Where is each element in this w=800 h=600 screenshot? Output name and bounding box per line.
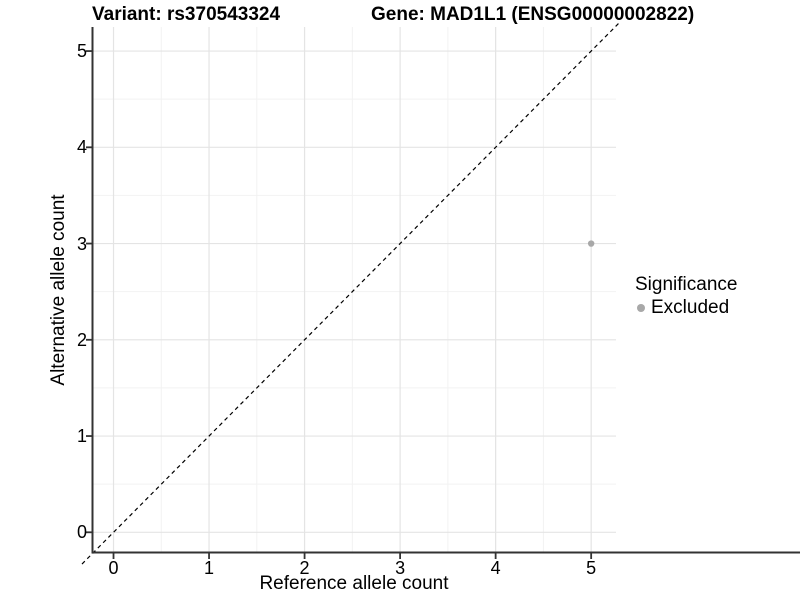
- x-tick-label: 2: [299, 558, 310, 578]
- y-tick-label: 0: [76, 522, 87, 543]
- y-tick-label: 1: [76, 426, 87, 447]
- y-tick-label: 2: [76, 329, 87, 350]
- y-tick-label: 5: [76, 41, 87, 62]
- legend-item-label: Excluded: [651, 297, 730, 318]
- legend-title: Significance: [635, 274, 738, 295]
- excluded-point-icon: [637, 304, 645, 312]
- y-axis-title: Alternative allele count: [48, 194, 69, 386]
- y-tick-label: 4: [76, 137, 87, 158]
- variant-title: Variant: rs370543324: [92, 4, 281, 25]
- x-tick-label: 1: [204, 558, 215, 578]
- gene-title: Gene: MAD1L1 (ENSG00000002822): [371, 4, 695, 25]
- data-point: [587, 240, 595, 247]
- x-tick-label: 0: [108, 558, 119, 578]
- x-tick-label: 3: [395, 558, 406, 578]
- x-tick-label: 4: [490, 558, 501, 578]
- x-axis-title: Reference allele count: [259, 573, 449, 594]
- legend-item-excluded: Excluded: [635, 296, 737, 319]
- x-tick-label: 5: [586, 558, 597, 578]
- y-tick-label: 3: [76, 233, 87, 254]
- legend: Significance Excluded: [635, 273, 737, 319]
- identity-dashed-line: [81, 21, 621, 565]
